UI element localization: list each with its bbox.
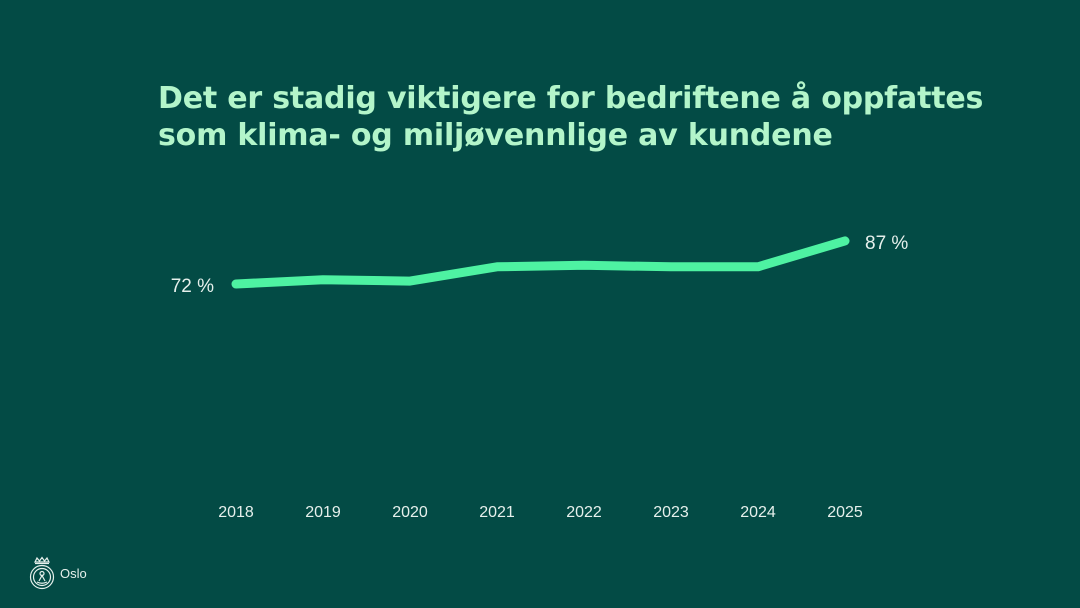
- x-tick-label: 2021: [479, 504, 515, 521]
- data-label: 72 %: [171, 276, 214, 297]
- x-tick-label: 2018: [218, 504, 254, 521]
- x-tick-label: 2025: [827, 504, 863, 521]
- x-tick-label: 2020: [392, 504, 428, 521]
- oslo-city-seal-icon: [29, 556, 55, 590]
- oslo-logo: Oslo: [28, 556, 87, 590]
- slide-title: Det er stadig viktigere for bedriftene å…: [158, 81, 984, 153]
- x-tick-label: 2022: [566, 504, 602, 521]
- x-tick-label: 2023: [653, 504, 689, 521]
- x-tick-label: 2024: [740, 504, 776, 521]
- x-tick-label: 2019: [305, 504, 341, 521]
- series-line: [231, 236, 850, 289]
- logo-text: Oslo: [60, 565, 87, 581]
- data-label: 87 %: [865, 233, 908, 254]
